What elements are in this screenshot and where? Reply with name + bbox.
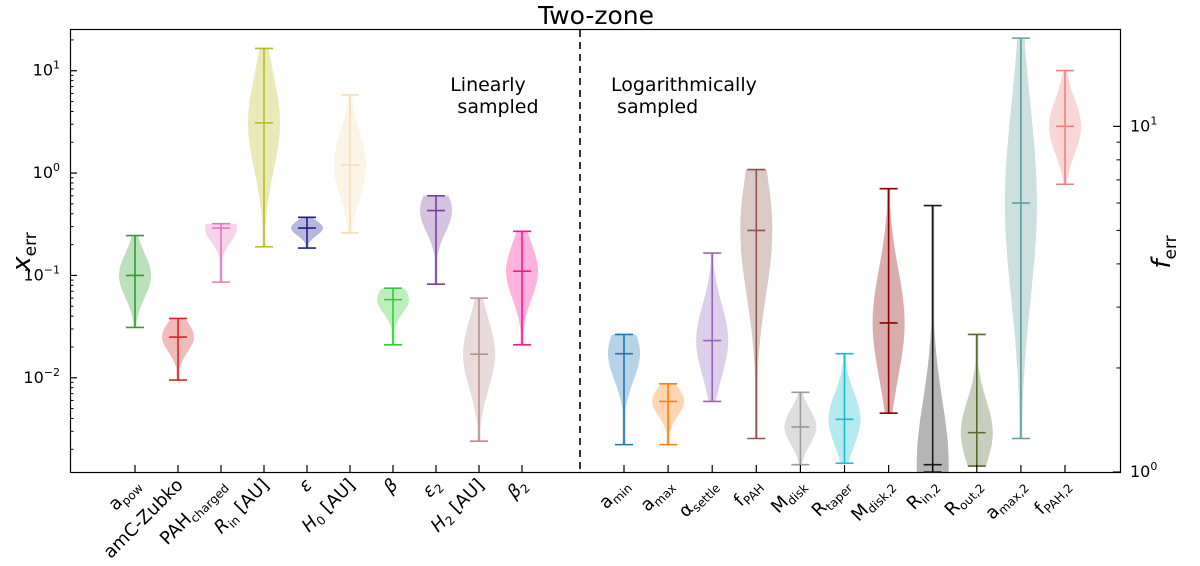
x-label-part: settle <box>689 481 723 515</box>
left-tick-exponent: −2 <box>44 366 60 379</box>
x-label-part: [AU] <box>313 475 360 522</box>
x-label-linear-6: β <box>379 475 403 499</box>
x-label-log-0: amin <box>595 475 635 515</box>
left-tick-exponent: −1 <box>44 263 60 276</box>
x-label-part: PAH,2 <box>1041 481 1076 516</box>
left-axis-title-sub: err <box>21 232 41 256</box>
x-label-log-3: fPAH <box>730 475 768 513</box>
x-label-log-7: Rin,2 <box>903 475 944 516</box>
x-label-part: disk,2 <box>864 481 899 516</box>
left-tick-base: 10 <box>33 163 53 182</box>
left-tick-base: 10 <box>23 368 43 387</box>
x-label-log-6: Mdisk,2 <box>847 475 899 527</box>
linear-annotation-line1: Linearly <box>450 74 526 96</box>
x-label-part: max,2 <box>995 481 1031 517</box>
log-annotation-line2: sampled <box>611 96 698 118</box>
x-label-log-8: Rout,2 <box>941 475 988 522</box>
right-tick-base: 10 <box>1130 462 1150 481</box>
left-tick-exponent: 0 <box>53 161 60 174</box>
left-axis-title: xerr <box>7 232 41 273</box>
x-label-linear-9: β2 <box>502 475 533 506</box>
x-label-log-1: amax <box>636 475 679 518</box>
left-tick-label: 100 <box>33 161 60 182</box>
right-tick-base: 10 <box>1130 116 1150 135</box>
x-label-linear-7: ε2 <box>418 475 447 504</box>
linear-annotation-line2: sampled <box>457 96 538 118</box>
left-tick-base: 10 <box>23 265 43 284</box>
chart-title: Two-zone <box>537 1 654 30</box>
plot-area-frame <box>69 28 1122 474</box>
x-label-part: [AU] <box>442 475 489 522</box>
x-label-log-5: Rtaper <box>808 475 856 523</box>
x-label-log-2: αsettle <box>675 475 724 524</box>
x-label-log-4: Mdisk <box>767 475 811 519</box>
x-label-part: max <box>651 481 679 509</box>
x-label-part: β <box>379 475 403 499</box>
right-axis-title-sub: err <box>1161 235 1181 259</box>
right-tick-label: 100 <box>1130 460 1157 481</box>
log-annotation-line1: Logarithmically <box>611 74 757 96</box>
x-label-log-10: fPAH,2 <box>1030 475 1076 521</box>
right-tick-exponent: 1 <box>1150 114 1157 127</box>
left-tick-base: 10 <box>33 61 53 80</box>
left-tick-label: 10−1 <box>23 263 60 284</box>
left-tick-label: 10−2 <box>23 366 60 387</box>
x-label-part: ε <box>295 474 317 496</box>
x-label-part: charged <box>187 481 231 525</box>
right-tick-label: 101 <box>1130 114 1157 135</box>
violins-layer <box>119 37 1081 473</box>
right-axis-title: ferr <box>1147 235 1181 268</box>
x-label-linear-4: ε <box>295 474 317 496</box>
left-axis-title-main: x <box>7 256 37 273</box>
x-label-log-9: amax,2 <box>981 475 1032 526</box>
left-tick-label: 101 <box>33 59 60 80</box>
left-tick-exponent: 1 <box>53 59 60 72</box>
x-label-part: [AU] <box>227 475 274 522</box>
right-tick-exponent: 0 <box>1150 460 1157 473</box>
